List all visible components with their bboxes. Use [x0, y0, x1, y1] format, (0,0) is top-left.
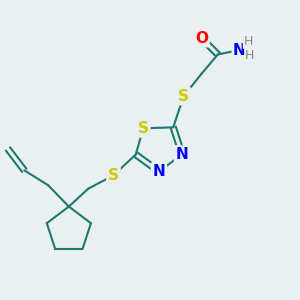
Text: S: S	[108, 168, 119, 183]
Text: S: S	[178, 88, 189, 104]
Text: H: H	[244, 35, 253, 48]
Text: N: N	[152, 164, 165, 179]
Text: H: H	[245, 49, 254, 62]
Text: O: O	[195, 31, 208, 46]
Text: N: N	[176, 147, 188, 162]
Text: S: S	[138, 121, 149, 136]
Text: N: N	[233, 43, 246, 58]
